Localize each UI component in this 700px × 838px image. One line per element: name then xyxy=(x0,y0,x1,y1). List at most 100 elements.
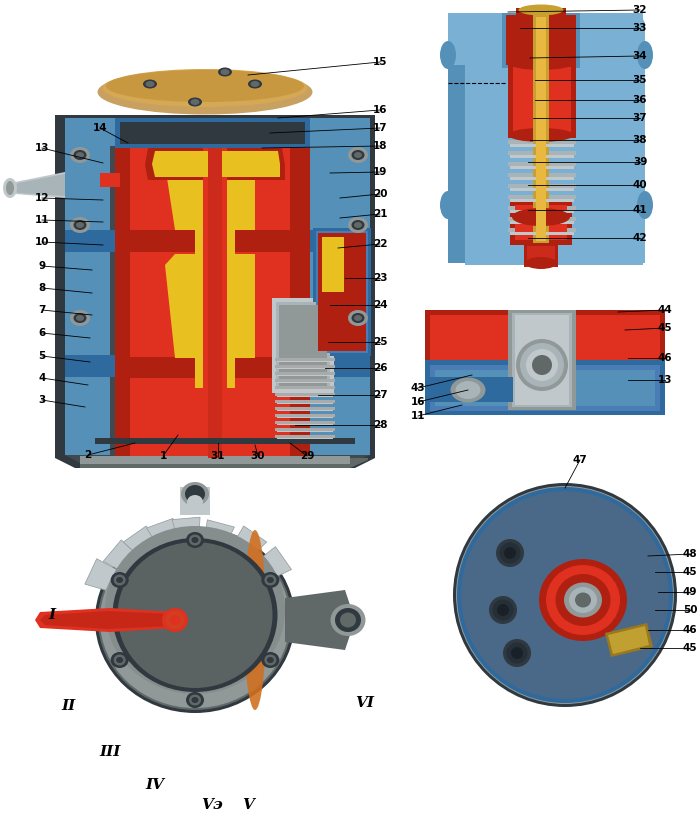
Bar xyxy=(277,396,333,397)
Text: 1: 1 xyxy=(160,451,167,461)
Polygon shape xyxy=(55,115,375,468)
Text: 16: 16 xyxy=(411,397,426,407)
Bar xyxy=(277,424,333,425)
Text: 22: 22 xyxy=(372,239,387,249)
Polygon shape xyxy=(310,120,370,455)
Polygon shape xyxy=(202,520,235,561)
Text: 2: 2 xyxy=(85,450,92,460)
Ellipse shape xyxy=(74,313,87,323)
Text: 36: 36 xyxy=(633,95,648,105)
Bar xyxy=(95,438,355,444)
Bar xyxy=(275,358,335,361)
Ellipse shape xyxy=(546,565,620,635)
Text: 45: 45 xyxy=(682,567,697,577)
Ellipse shape xyxy=(102,69,307,107)
Ellipse shape xyxy=(192,697,199,703)
Ellipse shape xyxy=(453,483,677,707)
Ellipse shape xyxy=(348,147,368,163)
Bar xyxy=(277,417,333,418)
Ellipse shape xyxy=(507,643,528,664)
Ellipse shape xyxy=(511,647,523,659)
Ellipse shape xyxy=(503,639,531,667)
Ellipse shape xyxy=(111,572,129,588)
Bar xyxy=(130,378,290,458)
Ellipse shape xyxy=(457,487,673,703)
Ellipse shape xyxy=(261,652,279,668)
Ellipse shape xyxy=(162,608,188,632)
Bar xyxy=(272,298,334,393)
Bar xyxy=(465,13,643,265)
Bar xyxy=(430,365,660,411)
Bar xyxy=(275,379,335,382)
Ellipse shape xyxy=(192,537,199,543)
Ellipse shape xyxy=(575,592,591,608)
Ellipse shape xyxy=(500,542,521,563)
Bar xyxy=(275,372,335,375)
Bar xyxy=(275,407,335,410)
Ellipse shape xyxy=(265,654,277,665)
Ellipse shape xyxy=(189,695,201,706)
Bar xyxy=(510,199,574,202)
Ellipse shape xyxy=(556,574,610,626)
Polygon shape xyxy=(285,590,350,650)
Ellipse shape xyxy=(74,220,87,230)
Polygon shape xyxy=(104,540,155,584)
Text: 6: 6 xyxy=(38,328,46,338)
Ellipse shape xyxy=(76,222,84,228)
Bar xyxy=(322,237,344,292)
Polygon shape xyxy=(172,517,200,557)
Text: 8: 8 xyxy=(38,283,46,293)
Ellipse shape xyxy=(165,611,185,629)
Text: 19: 19 xyxy=(373,167,387,177)
Ellipse shape xyxy=(493,599,514,620)
Bar xyxy=(516,8,566,20)
Bar xyxy=(430,315,660,360)
Ellipse shape xyxy=(3,178,17,198)
Text: 16: 16 xyxy=(372,105,387,115)
Ellipse shape xyxy=(169,615,181,625)
Bar xyxy=(120,122,305,144)
Bar xyxy=(65,355,370,377)
Bar xyxy=(316,231,368,353)
Bar xyxy=(524,243,558,267)
Ellipse shape xyxy=(76,152,84,158)
Bar xyxy=(318,233,366,351)
Ellipse shape xyxy=(351,150,365,160)
Text: 11: 11 xyxy=(411,411,426,421)
Bar xyxy=(313,228,371,356)
Ellipse shape xyxy=(637,41,653,69)
Ellipse shape xyxy=(113,654,126,665)
Ellipse shape xyxy=(520,343,564,387)
Bar xyxy=(208,148,222,458)
Bar xyxy=(100,173,120,187)
Bar xyxy=(506,15,576,65)
Polygon shape xyxy=(608,626,649,654)
Text: 10: 10 xyxy=(35,237,49,247)
Polygon shape xyxy=(152,151,280,177)
Ellipse shape xyxy=(351,313,365,323)
Text: 50: 50 xyxy=(682,605,697,615)
Ellipse shape xyxy=(6,181,14,195)
Text: 44: 44 xyxy=(657,305,673,315)
Ellipse shape xyxy=(508,128,573,142)
Text: 13: 13 xyxy=(658,375,672,385)
Ellipse shape xyxy=(187,495,203,509)
Bar xyxy=(510,188,574,191)
Polygon shape xyxy=(165,152,255,230)
Text: IV: IV xyxy=(146,778,164,792)
Ellipse shape xyxy=(244,530,266,710)
Text: 17: 17 xyxy=(372,123,387,133)
Bar xyxy=(510,155,574,158)
Bar xyxy=(277,382,333,383)
Ellipse shape xyxy=(189,535,201,546)
Ellipse shape xyxy=(519,4,564,15)
Bar xyxy=(510,221,574,224)
Bar xyxy=(275,365,335,368)
Text: 15: 15 xyxy=(372,57,387,67)
Ellipse shape xyxy=(74,150,87,160)
Polygon shape xyxy=(115,148,310,458)
Bar xyxy=(275,421,335,424)
Bar xyxy=(536,17,546,241)
Ellipse shape xyxy=(340,613,356,628)
Ellipse shape xyxy=(496,539,524,567)
